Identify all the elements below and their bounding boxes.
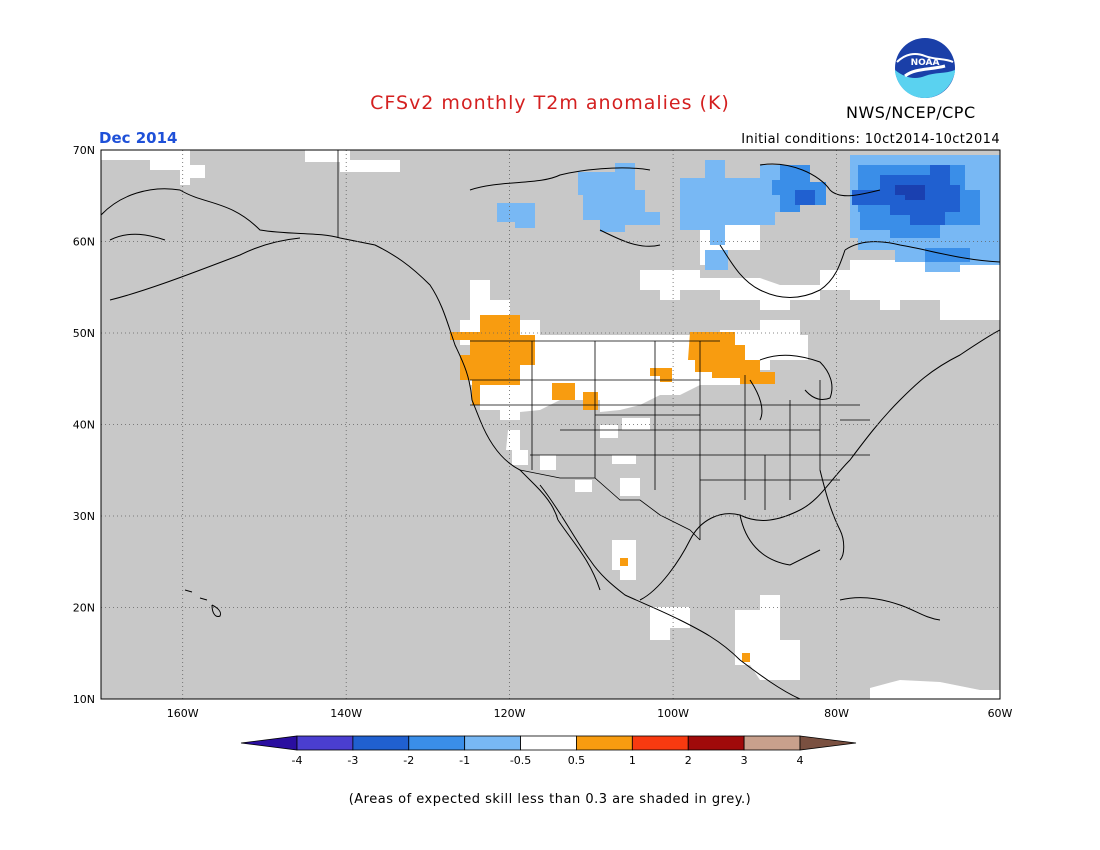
colorbar-tick-label: 0.5: [568, 754, 586, 767]
chart-title: CFSv2 monthly T2m anomalies (K): [370, 92, 730, 114]
latitude-axis: 70N 60N 50N 40N 30N 20N 10N: [73, 144, 95, 706]
colorbar-tick-label: -0.5: [510, 754, 531, 767]
lon-label-140w: 140W: [330, 707, 362, 720]
lat-label-10: 10N: [73, 693, 95, 706]
lat-label-70: 70N: [73, 144, 95, 157]
initial-conditions: Initial conditions: 10ct2014-10ct2014: [741, 132, 1000, 147]
colorbar-tick-label: -1: [459, 754, 470, 767]
lon-label-160w: 160W: [167, 707, 199, 720]
colorbar-tick-label: 4: [797, 754, 804, 767]
map-frame: [100, 149, 1001, 700]
colorbar-arrow-low: [240, 735, 298, 751]
lat-label-30: 30N: [73, 510, 95, 523]
noaa-logo-text: NOAA: [911, 58, 940, 68]
colorbar-arrow-high: [799, 735, 857, 751]
colorbar-segment: [743, 735, 801, 751]
colorbar-segment: [408, 735, 466, 751]
coastlines: [101, 163, 1000, 699]
colorbar-segment: [576, 735, 633, 751]
colorbar-tick-label: 1: [629, 754, 636, 767]
colorbar-segment: [296, 735, 354, 751]
colorbar-tick-label: 3: [741, 754, 748, 767]
colorbar-segment: [520, 735, 577, 751]
colorbar-segment: [464, 735, 521, 751]
longitude-axis: 160W 140W 120W 100W 80W 60W: [167, 707, 1013, 720]
lat-label-40: 40N: [73, 419, 95, 432]
colorbar-segment: [687, 735, 745, 751]
colorbar-tick-label: -2: [403, 754, 414, 767]
colorbar-tick-label: 2: [685, 754, 692, 767]
organization-label: NWS/NCEP/CPC: [846, 103, 976, 122]
lon-label-80w: 80W: [824, 707, 849, 720]
lon-label-100w: 100W: [657, 707, 689, 720]
political-borders: [337, 150, 870, 541]
noaa-logo: NOAA: [895, 38, 955, 98]
neutral-anomaly-regions: [101, 150, 1000, 699]
lon-label-60w: 60W: [988, 707, 1013, 720]
colorbar: -4 -3 -2 -1 -0.5 0.5 1 2 3 4: [240, 735, 857, 767]
forecast-month: Dec 2014: [99, 129, 178, 147]
colorbar-segment: [352, 735, 410, 751]
colorbar-tick-label: -4: [292, 754, 303, 767]
lat-label-60: 60N: [73, 236, 95, 249]
warm-anomaly-regions: [450, 315, 775, 662]
lat-label-50: 50N: [73, 327, 95, 340]
lat-label-20: 20N: [73, 602, 95, 615]
skill-mask-background: [101, 150, 1000, 699]
colorbar-segment: [631, 735, 689, 751]
skill-footnote: (Areas of expected skill less than 0.3 a…: [348, 792, 752, 807]
lon-label-120w: 120W: [494, 707, 526, 720]
colorbar-tick-label: -3: [347, 754, 358, 767]
